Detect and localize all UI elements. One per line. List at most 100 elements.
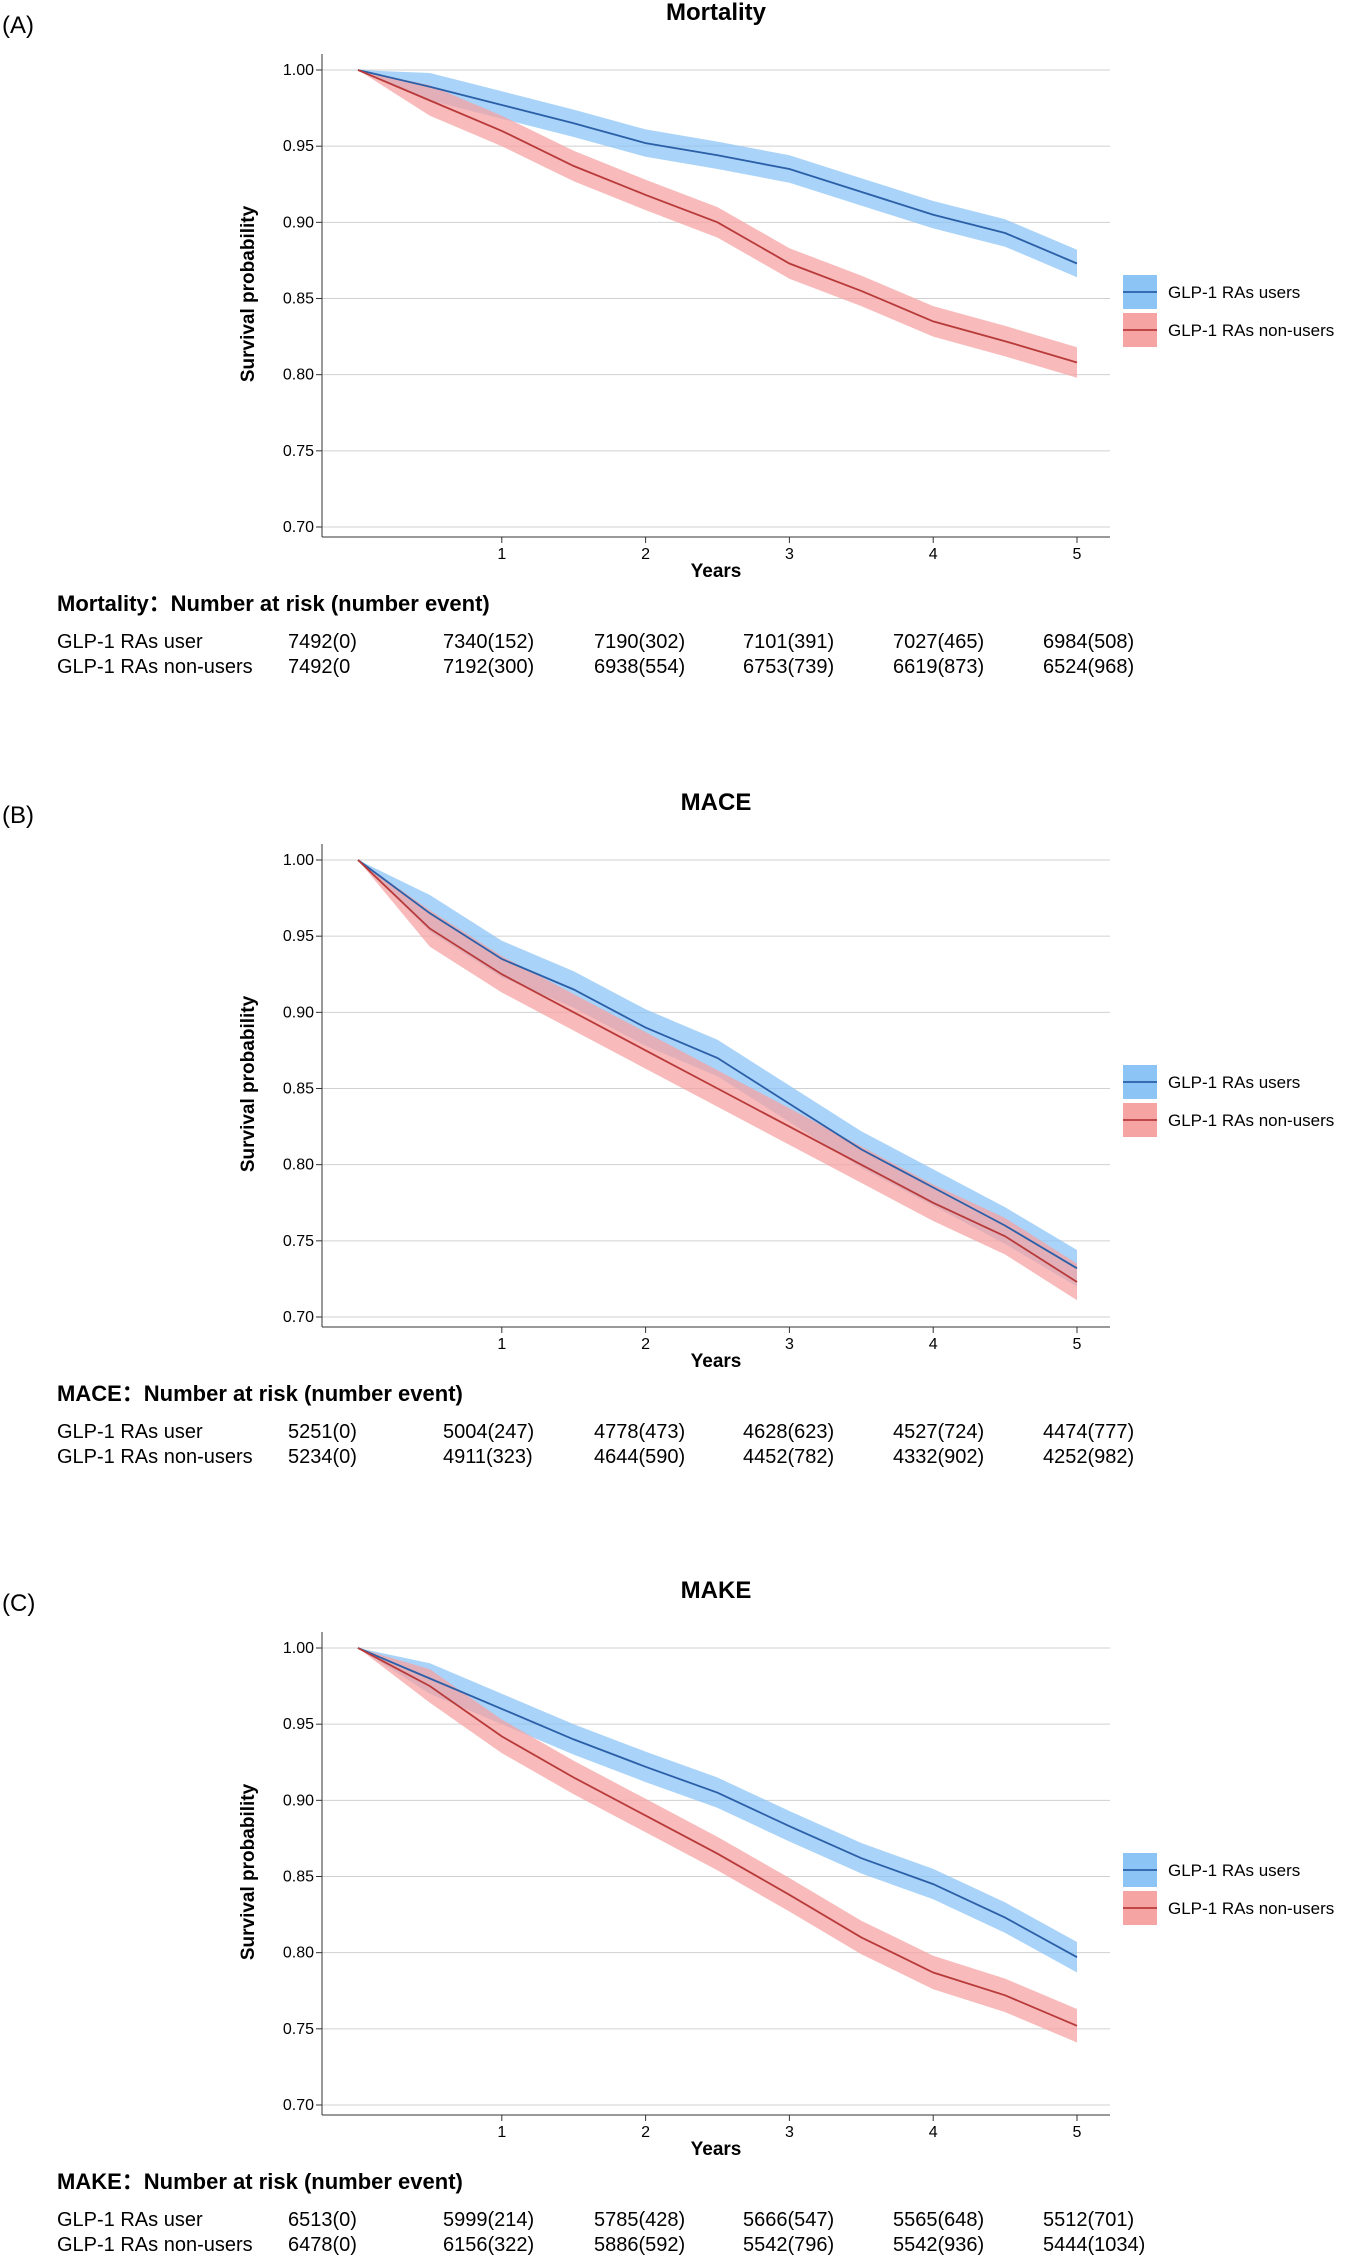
risk-cell: 7190(302) — [594, 631, 685, 653]
risk-cell: 6938(554) — [594, 656, 685, 678]
x-tick-label: 4 — [929, 1336, 938, 1353]
x-tick-label: 5 — [1073, 2124, 1082, 2141]
chart-panel-3: (C) MAKE 0.70 0.75 0.80 0.85 0.90 0.95 1.00 1 2 3 4 5… — [2, 1577, 1334, 2256]
chart-title: MAKE — [681, 1577, 752, 1604]
risk-table-title: Mortality：Number at risk (number event) — [57, 591, 490, 616]
risk-cell: 4252(982) — [1043, 1446, 1134, 1468]
y-tick-label: 0.70 — [283, 519, 314, 536]
risk-cell: 7027(465) — [893, 631, 984, 653]
y-tick-label: 0.75 — [283, 2021, 314, 2038]
y-tick-label: 1.00 — [283, 852, 314, 869]
risk-cell: 7340(152) — [443, 631, 534, 653]
legend-label: GLP-1 RAs non-users — [1168, 321, 1334, 340]
risk-cell: 5999(214) — [443, 2209, 534, 2231]
y-tick-label: 0.95 — [283, 928, 314, 945]
x-tick-label: 4 — [929, 2124, 938, 2141]
series-line-non-users — [357, 69, 1078, 364]
x-axis-label: Years — [691, 2139, 742, 2160]
series-line-users — [357, 1647, 1078, 1958]
x-axis-label: Years — [691, 1351, 742, 1372]
y-tick-label: 0.80 — [283, 1945, 314, 1962]
risk-cell: 5666(547) — [743, 2209, 834, 2231]
chart-panel-1: (A) Mortality 0.70 0.75 0.80 0.85 0.90 0.95 1.00… — [2, 0, 1334, 678]
risk-table-title: MACE：Number at risk (number event) — [57, 1381, 463, 1406]
risk-cell: 6478(0) — [288, 2234, 357, 2256]
y-tick-label: 0.70 — [283, 1309, 314, 1326]
series-line-non-users — [357, 1647, 1078, 2027]
y-tick-label: 0.85 — [283, 1869, 314, 1886]
risk-cell: 4332(902) — [893, 1446, 984, 1468]
y-tick-label: 0.85 — [283, 291, 314, 308]
risk-cell: 5251(0) — [288, 1421, 357, 1443]
chart-title: MACE — [681, 789, 752, 816]
y-axis-label: Survival probability — [238, 1783, 259, 1960]
x-tick-label: 3 — [785, 1336, 794, 1353]
risk-cell: 7492(0) — [288, 631, 357, 653]
risk-cell: 6619(873) — [893, 656, 984, 678]
x-tick-label: 1 — [497, 546, 506, 563]
risk-cell: 5542(936) — [893, 2234, 984, 2256]
risk-cell: 5542(796) — [743, 2234, 834, 2256]
risk-row-label: GLP-1 RAs user — [57, 1421, 203, 1443]
legend-label: GLP-1 RAs users — [1168, 1073, 1300, 1092]
risk-row-label: GLP-1 RAs non-users — [57, 656, 253, 678]
legend-label: GLP-1 RAs users — [1168, 283, 1300, 302]
x-tick-label: 1 — [497, 2124, 506, 2141]
risk-cell: 5886(592) — [594, 2234, 685, 2256]
risk-cell: 6513(0) — [288, 2209, 357, 2231]
risk-cell: 7492(0 — [288, 656, 350, 678]
risk-row-label: GLP-1 RAs user — [57, 631, 203, 653]
y-tick-label: 0.85 — [283, 1081, 314, 1098]
risk-cell: 5512(701) — [1043, 2209, 1134, 2231]
risk-cell: 4778(473) — [594, 1421, 685, 1443]
y-tick-label: 0.95 — [283, 1716, 314, 1733]
x-tick-label: 2 — [641, 1336, 650, 1353]
y-axis-label: Survival probability — [238, 205, 259, 382]
panel-label: (A) — [2, 12, 34, 39]
legend-label: GLP-1 RAs non-users — [1168, 1111, 1334, 1130]
risk-table-title: MAKE：Number at risk (number event) — [57, 2169, 463, 2194]
series-line-users — [357, 859, 1078, 1270]
series-line-users — [357, 69, 1078, 265]
x-tick-label: 1 — [497, 1336, 506, 1353]
x-tick-label: 5 — [1073, 546, 1082, 563]
ci-band-non-users — [358, 70, 1077, 378]
y-tick-label: 0.90 — [283, 1004, 314, 1021]
risk-cell: 5004(247) — [443, 1421, 534, 1443]
legend-label: GLP-1 RAs non-users — [1168, 1899, 1334, 1918]
x-tick-label: 2 — [641, 2124, 650, 2141]
chart-title: Mortality — [666, 0, 767, 26]
risk-cell: 7101(391) — [743, 631, 834, 653]
x-tick-label: 3 — [785, 2124, 794, 2141]
risk-cell: 5444(1034) — [1043, 2234, 1145, 2256]
y-tick-label: 0.70 — [283, 2097, 314, 2114]
x-tick-label: 5 — [1073, 1336, 1082, 1353]
y-tick-label: 0.75 — [283, 1233, 314, 1250]
x-tick-label: 3 — [785, 546, 794, 563]
y-tick-label: 0.90 — [283, 214, 314, 231]
risk-cell: 4628(623) — [743, 1421, 834, 1443]
x-tick-label: 2 — [641, 546, 650, 563]
risk-cell: 5565(648) — [893, 2209, 984, 2231]
risk-cell: 4474(777) — [1043, 1421, 1134, 1443]
risk-cell: 5785(428) — [594, 2209, 685, 2231]
legend-label: GLP-1 RAs users — [1168, 1861, 1300, 1880]
risk-cell: 6156(322) — [443, 2234, 534, 2256]
y-tick-label: 0.95 — [283, 138, 314, 155]
ci-band-users — [358, 1648, 1077, 1973]
ci-band-non-users — [358, 1648, 1077, 2043]
x-tick-label: 4 — [929, 546, 938, 563]
ci-band-non-users — [358, 860, 1077, 1301]
y-tick-label: 1.00 — [283, 1640, 314, 1657]
y-tick-label: 0.80 — [283, 1157, 314, 1174]
y-tick-label: 0.80 — [283, 367, 314, 384]
chart-panel-2: (B) MACE 0.70 0.75 0.80 0.85 0.90 0.95 1.00 1 2 3 4 5… — [2, 789, 1334, 1468]
risk-cell: 6753(739) — [743, 656, 834, 678]
risk-cell: 7192(300) — [443, 656, 534, 678]
y-tick-label: 0.90 — [283, 1792, 314, 1809]
panel-label: (B) — [2, 802, 34, 829]
x-axis-label: Years — [691, 561, 742, 582]
risk-cell: 4644(590) — [594, 1446, 685, 1468]
risk-cell: 4452(782) — [743, 1446, 834, 1468]
